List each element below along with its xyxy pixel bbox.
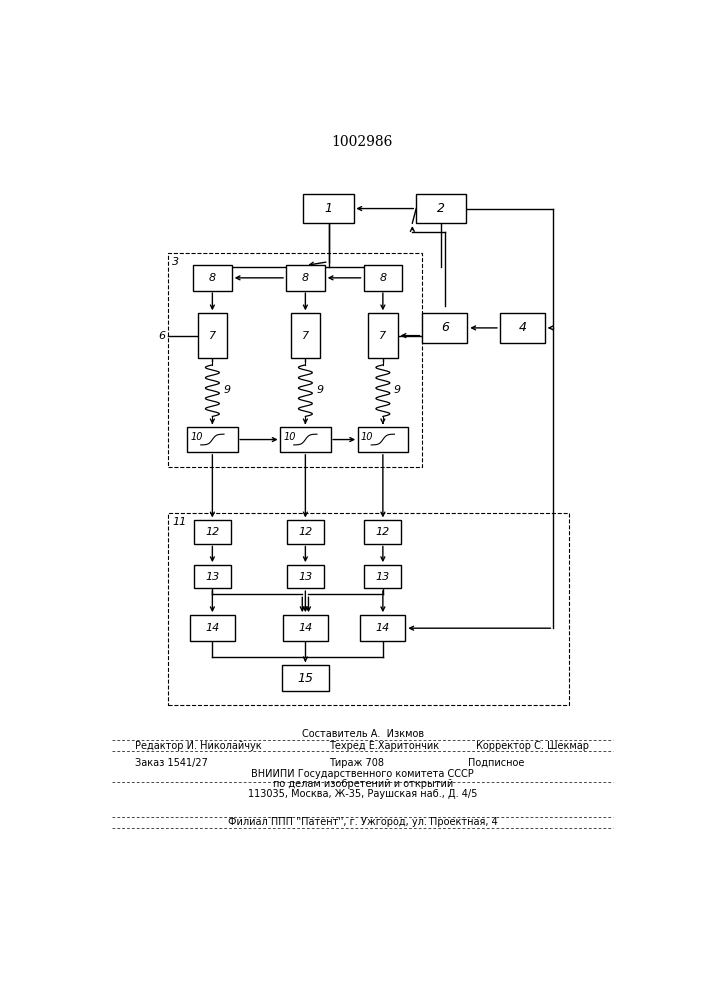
Bar: [280, 427, 331, 452]
Text: 9: 9: [223, 385, 230, 395]
Text: 14: 14: [298, 623, 312, 633]
Text: 12: 12: [375, 527, 390, 537]
Text: 14: 14: [205, 623, 219, 633]
Bar: [364, 520, 402, 544]
Text: 4: 4: [518, 321, 527, 334]
Bar: [291, 313, 320, 358]
Text: 6: 6: [159, 331, 166, 341]
Bar: [194, 520, 231, 544]
Text: 14: 14: [375, 623, 390, 633]
Text: 13: 13: [205, 572, 219, 582]
Text: 1: 1: [325, 202, 332, 215]
Bar: [287, 565, 324, 588]
Text: 9: 9: [316, 385, 323, 395]
Text: 3: 3: [172, 257, 179, 267]
Bar: [286, 265, 325, 291]
Bar: [368, 313, 397, 358]
Text: 13: 13: [375, 572, 390, 582]
Bar: [190, 615, 235, 641]
Text: по делам изобретений и открытий: по делам изобретений и открытий: [273, 779, 453, 789]
Bar: [363, 265, 402, 291]
Text: 7: 7: [302, 331, 309, 341]
Text: Заказ 1541/27: Заказ 1541/27: [135, 758, 208, 768]
Text: 13: 13: [298, 572, 312, 582]
Text: Составитель А.  Изкмов: Составитель А. Изкмов: [302, 729, 423, 739]
Text: 12: 12: [205, 527, 219, 537]
Text: Подписное: Подписное: [468, 758, 525, 768]
Bar: [282, 665, 329, 691]
Text: Филиал ППП ''Патент'', г. Ужгород, ул. Проектная, 4: Филиал ППП ''Патент'', г. Ужгород, ул. П…: [228, 817, 498, 827]
Text: 10: 10: [190, 432, 203, 442]
Text: 10: 10: [284, 432, 296, 442]
Bar: [194, 565, 231, 588]
Text: 8: 8: [209, 273, 216, 283]
Bar: [422, 313, 467, 343]
Bar: [500, 313, 545, 343]
Text: Корректор С. Шекмар: Корректор С. Шекмар: [476, 741, 589, 751]
Text: 7: 7: [380, 331, 387, 341]
Bar: [287, 520, 324, 544]
Bar: [416, 194, 466, 223]
Bar: [198, 313, 227, 358]
Bar: [361, 615, 405, 641]
Text: 12: 12: [298, 527, 312, 537]
Bar: [168, 513, 569, 705]
Text: Редактор И. Николайчук: Редактор И. Николайчук: [135, 741, 262, 751]
Bar: [358, 427, 408, 452]
Text: 1002986: 1002986: [332, 135, 392, 149]
Text: Тираж 708: Тираж 708: [329, 758, 384, 768]
Text: 9: 9: [394, 385, 401, 395]
Text: 15: 15: [298, 672, 313, 685]
Text: 8: 8: [302, 273, 309, 283]
Bar: [193, 265, 232, 291]
Bar: [283, 615, 328, 641]
Text: 2: 2: [437, 202, 445, 215]
Text: ВНИИПИ Государственного комитета СССР: ВНИИПИ Государственного комитета СССР: [252, 769, 474, 779]
Bar: [303, 194, 354, 223]
Text: 7: 7: [209, 331, 216, 341]
Text: 11: 11: [172, 517, 187, 527]
Text: 113035, Москва, Ж-35, Раушская наб., Д. 4/5: 113035, Москва, Ж-35, Раушская наб., Д. …: [248, 789, 477, 799]
Text: 6: 6: [441, 321, 449, 334]
Bar: [187, 427, 238, 452]
Text: 10: 10: [361, 432, 373, 442]
Text: Техред Е.Харитончик: Техред Е.Харитончик: [329, 741, 439, 751]
Bar: [364, 565, 402, 588]
Bar: [168, 253, 421, 466]
Text: 8: 8: [380, 273, 387, 283]
